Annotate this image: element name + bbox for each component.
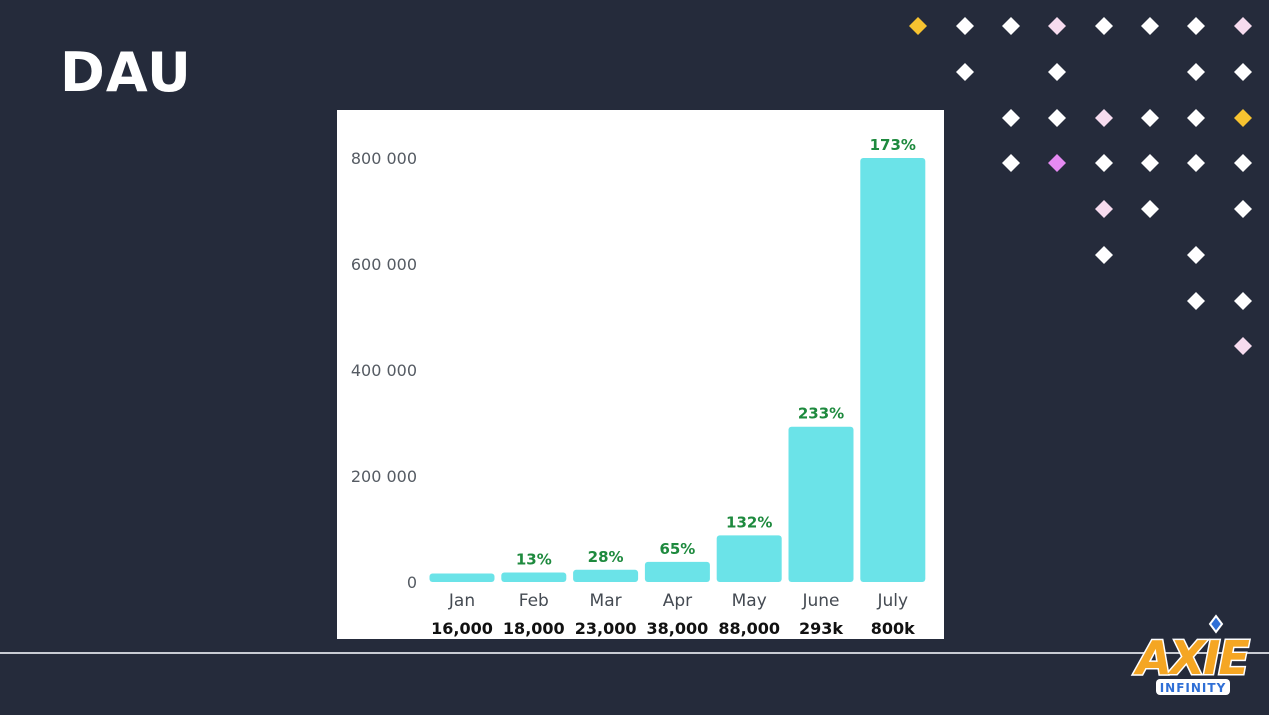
- bar-mar: [573, 569, 639, 582]
- decorative-diamond-icon: [1141, 17, 1159, 35]
- x-tick-label: Jan: [448, 591, 475, 611]
- decorative-diamond-icon: [1048, 109, 1066, 127]
- decorative-diamond-icon: [1187, 246, 1205, 264]
- decorative-diamond-icon: [1187, 109, 1205, 127]
- decorative-diamond-icon: [1048, 63, 1066, 81]
- bar-july: [860, 158, 926, 582]
- decorative-diamond-icon: [1234, 154, 1252, 172]
- logo-mark-icon: AXIE INFINITY: [1132, 614, 1253, 695]
- value-label: 800k: [871, 619, 915, 638]
- decorative-diamond-icon: [1187, 292, 1205, 310]
- bar-june: [788, 426, 854, 582]
- y-tick-label: 400 000: [351, 361, 417, 380]
- decorative-diamond-icon: [909, 17, 927, 35]
- decorative-diamond-icon: [1048, 17, 1066, 35]
- decorative-diamond-icon: [1234, 337, 1252, 355]
- decorative-diamond-icon: [1095, 200, 1113, 218]
- value-label: 23,000: [575, 619, 637, 638]
- decorative-diamond-icon: [1234, 200, 1252, 218]
- x-tick-label: Feb: [519, 591, 549, 611]
- decorative-diamond-icon: [1002, 17, 1020, 35]
- x-tick-label: Apr: [663, 591, 692, 611]
- x-tick-label: July: [877, 591, 909, 611]
- decorative-diamond-icon: [1002, 154, 1020, 172]
- value-label: 293k: [799, 619, 843, 638]
- decorative-diamond-icon: [1002, 109, 1020, 127]
- decorative-diamond-icon: [1234, 17, 1252, 35]
- bar-may: [716, 535, 782, 582]
- bar-jan: [429, 573, 495, 582]
- value-label: 88,000: [718, 619, 780, 638]
- x-tick-label: May: [732, 591, 767, 611]
- decorative-diamond-icon: [956, 17, 974, 35]
- growth-label: 233%: [798, 405, 844, 423]
- value-label: 16,000: [431, 619, 493, 638]
- decorative-diamond-icon: [1234, 109, 1252, 127]
- bar-feb: [501, 572, 567, 582]
- bar-apr: [644, 561, 710, 582]
- decorative-diamond-icon: [1141, 109, 1159, 127]
- decorative-diamond-icon: [1095, 154, 1113, 172]
- decorative-diamond-icon: [1187, 17, 1205, 35]
- x-tick-label: Mar: [590, 591, 622, 611]
- decorative-diamond-icon: [1048, 154, 1066, 172]
- value-label: 38,000: [647, 619, 709, 638]
- y-tick-label: 0: [407, 573, 417, 592]
- growth-label: 13%: [516, 550, 552, 568]
- decorative-diamond-icon: [1234, 292, 1252, 310]
- growth-label: 65%: [659, 540, 695, 558]
- growth-label: 173%: [870, 136, 916, 154]
- growth-label: 28%: [588, 548, 624, 566]
- slide-title: DAU: [60, 41, 192, 104]
- decorative-diamond-icon: [1095, 109, 1113, 127]
- decorative-diamond-icon: [1141, 200, 1159, 218]
- x-tick-label: June: [801, 591, 839, 611]
- decorative-diamond-icon: [956, 63, 974, 81]
- axie-infinity-logo: AXIE INFINITY: [1132, 614, 1253, 695]
- logo-wordmark: AXIE: [1133, 631, 1249, 685]
- growth-label: 132%: [726, 513, 772, 531]
- value-label: 18,000: [503, 619, 565, 638]
- decorative-diamond-icon: [1187, 154, 1205, 172]
- decorative-diamond-icon: [1234, 63, 1252, 81]
- decorative-diamond-icon: [1095, 246, 1113, 264]
- y-tick-label: 600 000: [351, 255, 417, 274]
- footer-divider: [0, 652, 1269, 654]
- y-tick-label: 800 000: [351, 149, 417, 168]
- y-tick-label: 200 000: [351, 467, 417, 486]
- chart-panel: 0 200 000 400 000 600 000 800 000 Jan 16,000 13…: [337, 110, 944, 639]
- decorative-diamond-icon: [1187, 63, 1205, 81]
- logo-subtitle: INFINITY: [1160, 681, 1227, 695]
- dau-bar-chart: 0 200 000 400 000 600 000 800 000 Jan 16,000 13…: [351, 136, 926, 638]
- decorative-diamond-icon: [1095, 17, 1113, 35]
- decorative-diamond-icon: [1141, 154, 1159, 172]
